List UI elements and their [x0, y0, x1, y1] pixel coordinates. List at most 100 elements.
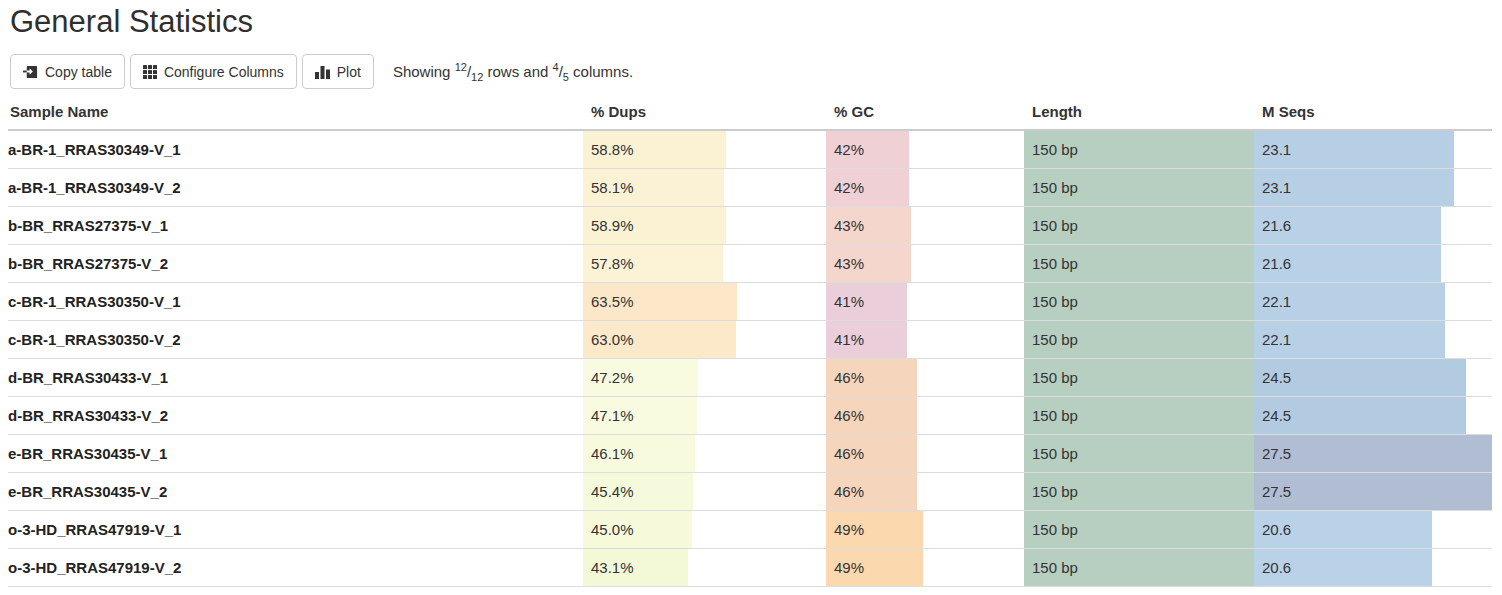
table-row: d-BR_RRAS30433-V_1 47.2% 46% 150 bp 24.5 [8, 359, 1492, 397]
length-value: 150 bp [1024, 245, 1078, 282]
mseqs-value: 23.1 [1254, 169, 1291, 206]
dups-cell: 45.0% [583, 511, 826, 549]
length-cell: 150 bp [1024, 473, 1254, 511]
column-header-length[interactable]: Length [1024, 98, 1254, 130]
gc-value: 46% [826, 397, 864, 434]
sample-name-cell: o-3-HD_RRAS47919-V_1 [8, 511, 583, 549]
length-cell: 150 bp [1024, 207, 1254, 245]
table-row: b-BR_RRAS27375-V_1 58.9% 43% 150 bp 21.6 [8, 207, 1492, 245]
bar-chart-icon [315, 65, 330, 79]
gc-cell: 46% [826, 397, 1024, 435]
dups-cell: 58.8% [583, 130, 826, 169]
length-value: 150 bp [1024, 169, 1078, 206]
column-header-gc[interactable]: % GC [826, 98, 1024, 130]
configure-columns-button[interactable]: Configure Columns [130, 54, 297, 89]
mseqs-cell: 23.1 [1254, 169, 1492, 207]
gc-value: 43% [826, 207, 864, 244]
general-statistics-section: General Statistics Copy table [0, 3, 1502, 587]
copy-table-button[interactable]: Copy table [10, 54, 125, 89]
configure-columns-label: Configure Columns [164, 64, 284, 80]
grid-icon [143, 65, 157, 79]
mseqs-cell: 24.5 [1254, 359, 1492, 397]
length-cell: 150 bp [1024, 511, 1254, 549]
dups-cell: 45.4% [583, 473, 826, 511]
sample-name-cell: o-3-HD_RRAS47919-V_2 [8, 549, 583, 587]
dups-value: 47.1% [583, 397, 634, 434]
plot-button[interactable]: Plot [302, 54, 374, 89]
dups-value: 58.9% [583, 207, 634, 244]
mseqs-cell: 20.6 [1254, 511, 1492, 549]
dups-value: 47.2% [583, 359, 634, 396]
dups-cell: 47.2% [583, 359, 826, 397]
gc-value: 46% [826, 359, 864, 396]
mseqs-value: 24.5 [1254, 397, 1291, 434]
sample-name-cell: a-BR-1_RRAS30349-V_1 [8, 130, 583, 169]
length-cell: 150 bp [1024, 549, 1254, 587]
dups-value: 63.5% [583, 283, 634, 320]
table-row: d-BR_RRAS30433-V_2 47.1% 46% 150 bp 24.5 [8, 397, 1492, 435]
table-row: c-BR-1_RRAS30350-V_1 63.5% 41% 150 bp 22… [8, 283, 1492, 321]
gc-value: 49% [826, 549, 864, 586]
mseqs-value: 21.6 [1254, 207, 1291, 244]
sample-name-cell: b-BR_RRAS27375-V_2 [8, 245, 583, 283]
table-header-row: Sample Name % Dups % GC Length M Seqs [8, 98, 1492, 130]
showing-summary: Showing 12/12 rows and 4/5 columns. [393, 63, 633, 80]
plot-label: Plot [337, 64, 361, 80]
length-cell: 150 bp [1024, 283, 1254, 321]
column-header-mseqs[interactable]: M Seqs [1254, 98, 1492, 130]
mseqs-cell: 23.1 [1254, 130, 1492, 169]
sample-name-cell: d-BR_RRAS30433-V_2 [8, 397, 583, 435]
mseqs-cell: 20.6 [1254, 549, 1492, 587]
gc-cell: 41% [826, 321, 1024, 359]
gc-value: 41% [826, 321, 864, 358]
dups-cell: 46.1% [583, 435, 826, 473]
length-cell: 150 bp [1024, 321, 1254, 359]
dups-cell: 57.8% [583, 245, 826, 283]
mseqs-value: 20.6 [1254, 549, 1291, 586]
length-value: 150 bp [1024, 473, 1078, 510]
gc-cell: 46% [826, 435, 1024, 473]
dups-value: 46.1% [583, 435, 634, 472]
length-value: 150 bp [1024, 397, 1078, 434]
gc-cell: 41% [826, 283, 1024, 321]
length-value: 150 bp [1024, 131, 1078, 168]
showing-mid: rows and [483, 63, 552, 80]
gc-value: 42% [826, 169, 864, 206]
sample-name-cell: b-BR_RRAS27375-V_1 [8, 207, 583, 245]
dups-value: 58.8% [583, 131, 634, 168]
mseqs-value: 27.5 [1254, 473, 1291, 510]
gc-cell: 42% [826, 169, 1024, 207]
length-cell: 150 bp [1024, 169, 1254, 207]
table-row: c-BR-1_RRAS30350-V_2 63.0% 41% 150 bp 22… [8, 321, 1492, 359]
sample-name-cell: e-BR_RRAS30435-V_2 [8, 473, 583, 511]
sample-name-cell: e-BR_RRAS30435-V_1 [8, 435, 583, 473]
table-row: o-3-HD_RRAS47919-V_1 45.0% 49% 150 bp 20… [8, 511, 1492, 549]
gc-cell: 49% [826, 549, 1024, 587]
mseqs-value: 23.1 [1254, 131, 1291, 168]
column-header-dups[interactable]: % Dups [583, 98, 826, 130]
dups-value: 45.4% [583, 473, 634, 510]
length-value: 150 bp [1024, 511, 1078, 548]
dups-value: 43.1% [583, 549, 634, 586]
table-row: a-BR-1_RRAS30349-V_1 58.8% 42% 150 bp 23… [8, 130, 1492, 169]
length-cell: 150 bp [1024, 359, 1254, 397]
sample-name-cell: d-BR_RRAS30433-V_1 [8, 359, 583, 397]
rows-shown: 12 [455, 61, 467, 73]
gc-value: 49% [826, 511, 864, 548]
dups-value: 45.0% [583, 511, 634, 548]
mseqs-value: 24.5 [1254, 359, 1291, 396]
mseqs-value: 20.6 [1254, 511, 1291, 548]
column-header-sample-name[interactable]: Sample Name [8, 98, 583, 130]
sample-name-cell: a-BR-1_RRAS30349-V_2 [8, 169, 583, 207]
showing-prefix: Showing [393, 63, 455, 80]
length-value: 150 bp [1024, 359, 1078, 396]
mseqs-cell: 21.6 [1254, 245, 1492, 283]
dups-cell: 58.9% [583, 207, 826, 245]
mseqs-cell: 22.1 [1254, 283, 1492, 321]
dups-value: 58.1% [583, 169, 634, 206]
showing-suffix: columns. [569, 63, 633, 80]
mseqs-value: 22.1 [1254, 321, 1291, 358]
length-value: 150 bp [1024, 435, 1078, 472]
sample-name-cell: c-BR-1_RRAS30350-V_1 [8, 283, 583, 321]
mseqs-cell: 27.5 [1254, 435, 1492, 473]
